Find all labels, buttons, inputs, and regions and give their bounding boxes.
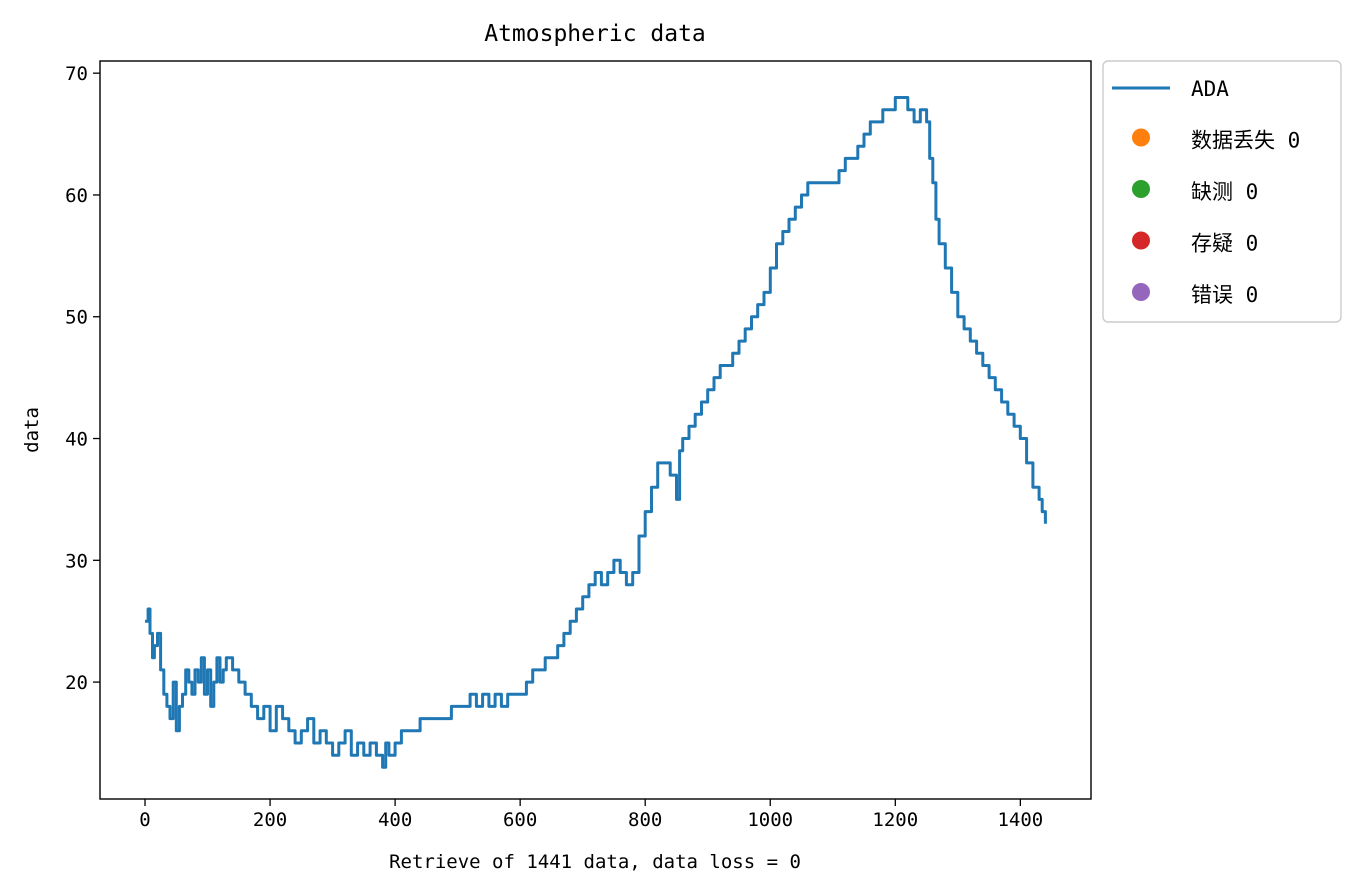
plot-area-frame (99, 60, 1092, 800)
x-axis-label: Retrieve of 1441 data, data loss = 0 (389, 851, 801, 873)
x-tick-label: 0 (139, 809, 150, 831)
x-tick-label: 1000 (747, 809, 793, 831)
legend-dot-marker (1132, 231, 1150, 250)
y-axis-label: data (21, 407, 43, 453)
x-axis: 0 200 400 600 800 1000 1200 1400 (139, 799, 1043, 831)
legend-dot-marker (1132, 128, 1150, 147)
y-tick-label: 70 (65, 63, 88, 85)
legend-label: 数据丢失 0 (1191, 129, 1300, 153)
y-tick-label: 40 (65, 429, 88, 451)
series-layer (145, 96, 1047, 769)
legend-dot-marker (1132, 180, 1150, 198)
legend-label: 错误 0 (1191, 283, 1258, 307)
x-tick-label: 800 (628, 809, 662, 831)
x-tick-label: 1400 (997, 809, 1043, 831)
y-axis: 20 30 40 50 60 70 (65, 63, 100, 694)
x-tick-label: 400 (378, 809, 412, 831)
x-tick-label: 1200 (872, 809, 918, 831)
legend: ADA 数据丢失 0 缺测 0 存疑 0 错误 0 (1102, 60, 1342, 323)
y-tick-label: 50 (65, 307, 88, 329)
x-tick-label: 200 (253, 809, 287, 831)
y-tick-label: 20 (65, 672, 88, 694)
y-tick-label: 60 (65, 185, 88, 207)
legend-dot-marker (1132, 283, 1150, 301)
legend-label: 缺测 0 (1191, 180, 1258, 204)
series-line-ada (145, 96, 1047, 769)
legend-label: 存疑 0 (1191, 232, 1258, 256)
y-tick-label: 30 (65, 550, 88, 572)
chart-title: Atmospheric data (484, 21, 706, 47)
legend-label: ADA (1191, 77, 1229, 101)
legend-frame (1102, 60, 1342, 323)
x-tick-label: 600 (503, 809, 537, 831)
